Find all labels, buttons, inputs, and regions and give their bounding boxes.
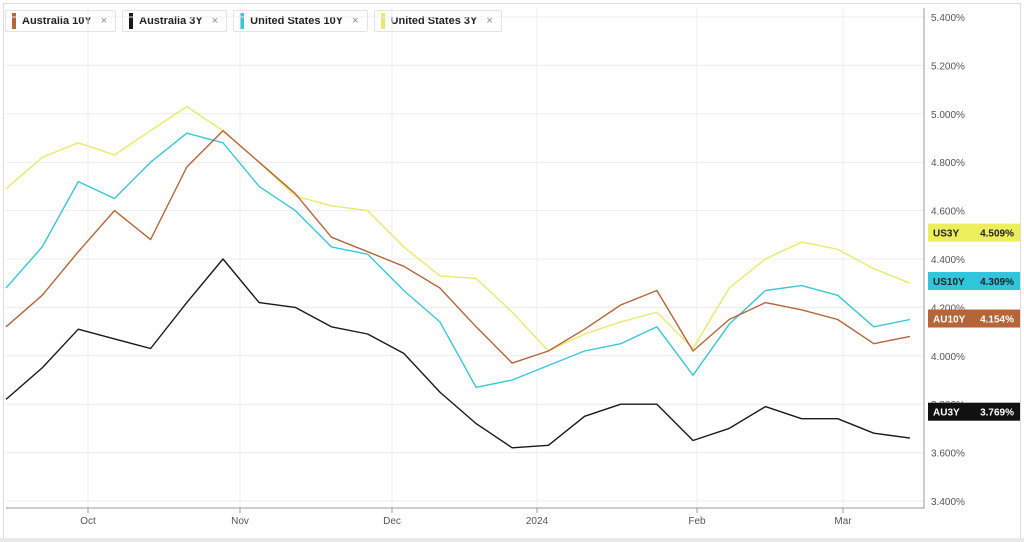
chart-frame	[3, 3, 1021, 539]
close-icon[interactable]: ×	[100, 15, 108, 27]
end-value-tag	[928, 272, 1020, 291]
x-tick-label: Nov	[231, 516, 249, 527]
y-tick-label: 4.000%	[931, 352, 965, 363]
legend-swatch	[129, 13, 134, 29]
legend-item-united-states-10y[interactable]: United States 10Y ×	[233, 10, 368, 32]
y-tick-label: 5.000%	[931, 110, 965, 121]
close-icon[interactable]: ×	[352, 15, 359, 27]
series-line-us3y	[5, 105, 911, 352]
end-tag-value: 4.509%	[980, 229, 1014, 240]
y-tick-label: 4.400%	[931, 255, 965, 266]
x-tick-label: Mar	[834, 516, 852, 527]
x-tick-label: Oct	[80, 516, 96, 527]
x-tick-label: Feb	[688, 516, 706, 527]
series-line-au3y	[5, 258, 911, 449]
end-value-tag	[928, 309, 1020, 328]
x-tick-label: Dec	[383, 516, 401, 527]
legend-label: United States 3Y	[390, 15, 478, 27]
legend-item-united-states-3y[interactable]: United States 3Y ×	[373, 10, 502, 32]
legend-swatch	[240, 13, 245, 29]
y-tick-label: 5.200%	[931, 61, 965, 72]
end-tag-value: 4.154%	[980, 315, 1014, 326]
legend-label: Australia 10Y	[22, 15, 92, 27]
y-tick-label: 3.600%	[931, 449, 965, 460]
close-icon[interactable]: ×	[486, 15, 493, 27]
x-tick-label: 2024	[526, 516, 549, 527]
end-tag-series-name: AU3Y	[933, 408, 960, 419]
end-tag-value: 3.769%	[980, 408, 1014, 419]
series-line-us10y	[5, 132, 911, 388]
end-tag-series-name: US10Y	[933, 277, 965, 288]
legend-item-australia-3y[interactable]: Australia 3Y ×	[122, 10, 228, 32]
legend-swatch	[380, 13, 385, 29]
close-icon[interactable]: ×	[211, 15, 219, 27]
y-tick-label: 3.400%	[931, 497, 965, 508]
legend-label: United States 10Y	[250, 15, 344, 27]
end-value-tag	[928, 223, 1020, 242]
end-tag-series-name: AU10Y	[933, 315, 966, 326]
end-tag-value: 4.309%	[980, 277, 1014, 288]
series-line-au10y	[5, 129, 911, 364]
y-tick-label: 5.400%	[931, 13, 965, 24]
y-tick-label: 4.200%	[931, 303, 965, 314]
end-value-tag	[928, 402, 1020, 421]
y-tick-label: 4.600%	[931, 207, 965, 218]
y-tick-label: 4.800%	[931, 158, 965, 169]
legend-label: Australia 3Y	[139, 15, 203, 27]
legend-swatch	[12, 13, 16, 29]
scroll-strip[interactable]	[0, 538, 1024, 542]
end-tag-series-name: US3Y	[933, 229, 959, 240]
